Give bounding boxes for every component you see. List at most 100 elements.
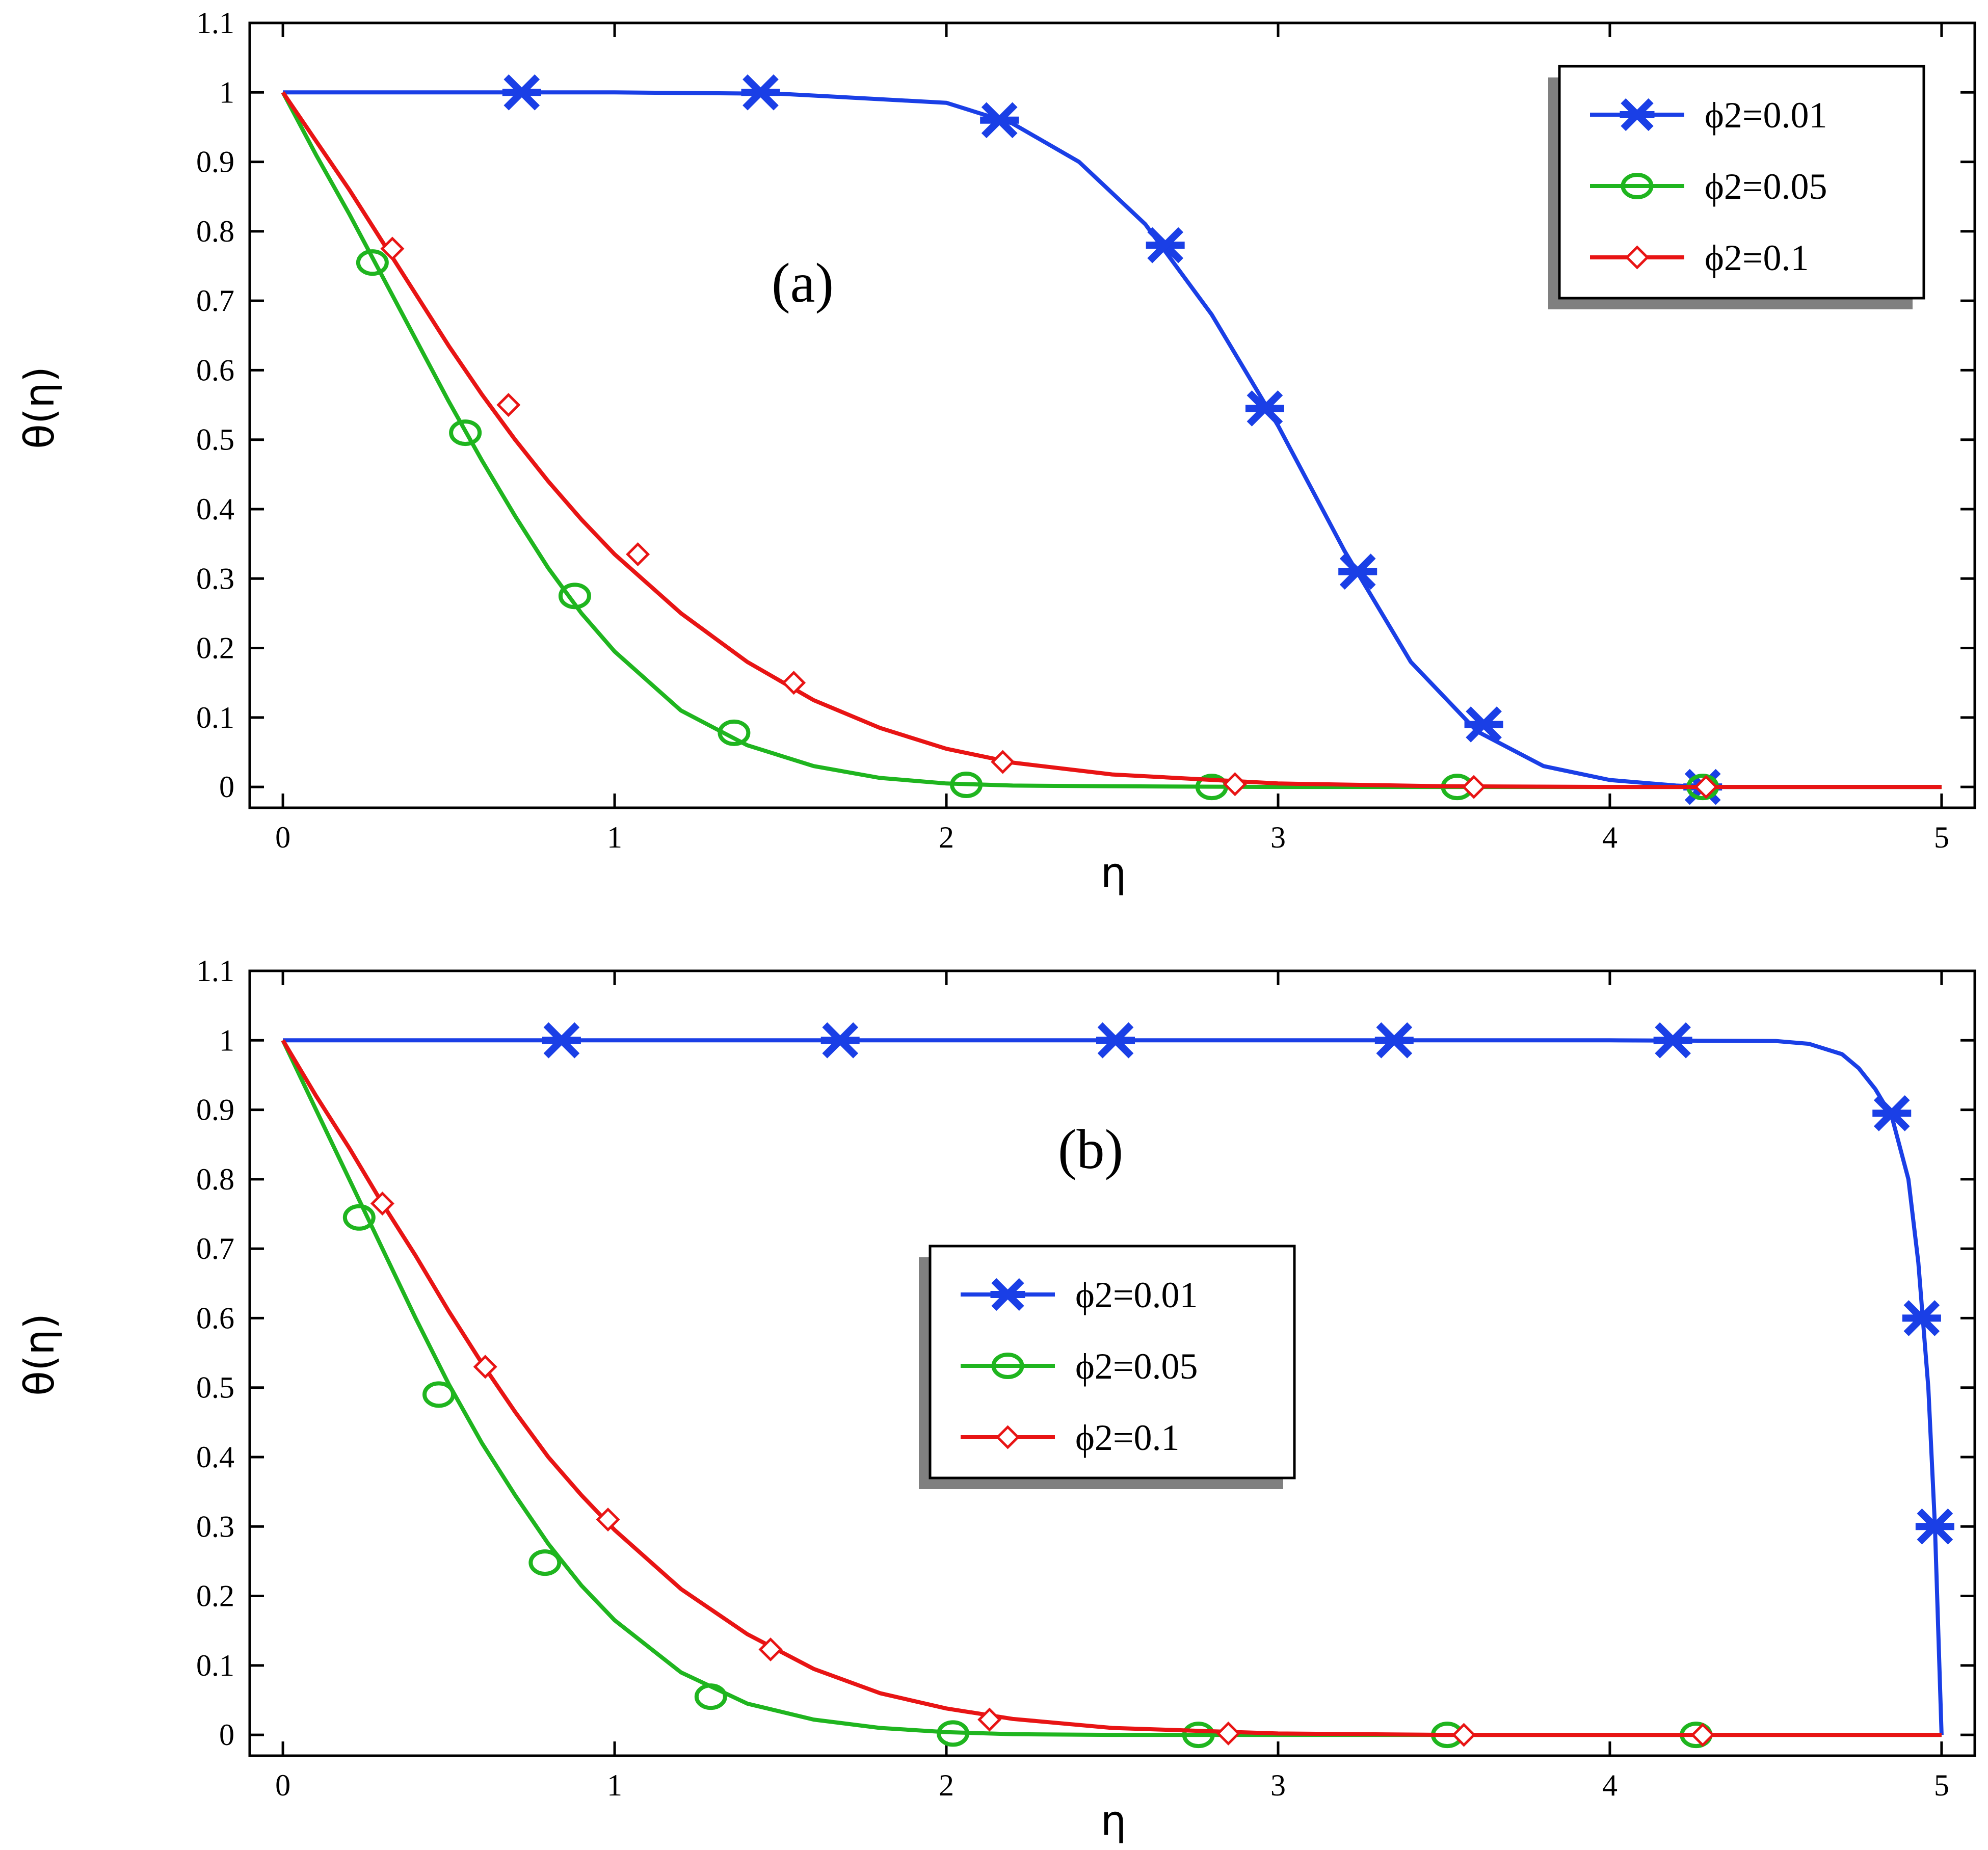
panel-label: (a): [772, 252, 834, 314]
x-tick-label: 1: [607, 821, 622, 854]
y-tick-label: 0.1: [196, 701, 234, 734]
x-tick-label: 1: [607, 1768, 622, 1802]
panel-b: θ(η) η (b) 0 1 2 3 4 5 0 0.1 0.2 0.3 0.4 0.5 0.6 0.7 0…: [16, 954, 1976, 1844]
marker-stroke: [1097, 1022, 1134, 1059]
legend-box: [1558, 65, 1925, 300]
legend-entry: ϕ2=0.1: [961, 1417, 1180, 1458]
legend-label: ϕ2=0.01: [1705, 95, 1827, 136]
marker-stroke: [981, 102, 1018, 139]
x-tick-label: 5: [1934, 1768, 1949, 1802]
legend-label: ϕ2=0.05: [1705, 166, 1827, 207]
data-point: [991, 1353, 1024, 1379]
panel-a: θ(η) η (a) 0 1 2 3 4 5 0 0.1 0.2 0.3 0.4 0.5 0.6 0.7 0…: [16, 6, 1976, 896]
series-line: [281, 1039, 1942, 1737]
plot-frame: [248, 21, 1976, 809]
legend-label: ϕ2=0.01: [1075, 1275, 1198, 1315]
series-1: [283, 1022, 1954, 1735]
x-tick-label: 4: [1602, 1768, 1618, 1802]
data-point: [380, 236, 405, 261]
marker-stroke: [1873, 1095, 1910, 1131]
data-point: [990, 1278, 1025, 1311]
legend: ϕ2=0.01 ϕ2=0.05 ϕ2=0.1: [919, 1245, 1296, 1489]
y-tick-label: 0.2: [196, 1579, 234, 1613]
marker-stroke: [1466, 706, 1502, 743]
y-tick-label: 1.1: [196, 954, 234, 988]
panel-label: (b): [1058, 1118, 1123, 1180]
marker-stroke: [743, 74, 779, 111]
data-point: [694, 1683, 727, 1710]
x-tick-label: 2: [939, 821, 954, 854]
y-tick-label: 0: [219, 770, 234, 804]
data-point: [356, 249, 389, 276]
data-point: [542, 1022, 581, 1059]
data-point: [1374, 1022, 1414, 1059]
data-point: [1096, 1022, 1135, 1059]
y-axis-title: θ(η): [16, 366, 63, 449]
legend-entry: ϕ2=0.01: [961, 1275, 1198, 1315]
data-point: [502, 74, 541, 111]
data-point: [1625, 245, 1650, 270]
data-point: [1182, 1722, 1215, 1749]
data-point: [1462, 775, 1486, 799]
plot-frame: [248, 969, 1976, 1757]
data-point: [626, 542, 650, 567]
legend-label: ϕ2=0.1: [1075, 1417, 1180, 1458]
data-point: [977, 1707, 1002, 1732]
y-tick-label: 0.7: [196, 1232, 234, 1265]
legend-label: ϕ2=0.1: [1705, 237, 1809, 278]
data-point: [596, 1508, 620, 1532]
data-point: [782, 671, 806, 695]
marker-stroke: [1247, 390, 1283, 427]
data-point: [1223, 772, 1247, 797]
series-3: [281, 91, 1942, 799]
data-point: [1464, 706, 1503, 743]
y-tick-label: 1: [219, 1023, 234, 1057]
y-tick-label: 0.3: [196, 562, 234, 595]
marker-stroke: [1917, 1508, 1953, 1545]
y-tick-label: 0.4: [196, 1440, 234, 1474]
data-point: [1245, 390, 1284, 427]
data-point: [473, 1355, 497, 1379]
data-point: [449, 419, 482, 446]
data-point: [1872, 1095, 1912, 1131]
marker-stroke: [543, 1022, 580, 1059]
y-tick-label: 1: [219, 75, 234, 109]
marker-stroke: [503, 74, 540, 111]
x-tick-label: 3: [1270, 821, 1286, 854]
y-tick-label: 0.5: [196, 423, 234, 457]
data-point: [1146, 227, 1185, 263]
y-tick-label: 0.2: [196, 631, 234, 665]
data-point: [558, 583, 591, 610]
data-point: [1451, 1723, 1476, 1747]
y-axis-title: θ(η): [16, 1313, 63, 1396]
y-tick-label: 0: [219, 1718, 234, 1752]
legend-box: [929, 1245, 1296, 1479]
legend-entry: ϕ2=0.05: [961, 1346, 1198, 1387]
x-tick-label: 0: [275, 1768, 290, 1802]
x-tick-label: 3: [1270, 1768, 1286, 1802]
x-tick-label: 2: [939, 1768, 954, 1802]
y-tick-label: 0.3: [196, 1510, 234, 1543]
series-3: [281, 1039, 1942, 1747]
legend-entry: ϕ2=0.01: [1590, 95, 1827, 136]
y-tick-label: 0.8: [196, 215, 234, 248]
y-tick-label: 0.6: [196, 1301, 234, 1335]
data-point: [741, 74, 780, 111]
legend-label: ϕ2=0.05: [1075, 1346, 1198, 1387]
data-point: [980, 102, 1019, 139]
legend-entry: ϕ2=0.05: [1590, 166, 1827, 207]
marker-stroke: [822, 1022, 859, 1059]
marker-stroke: [1147, 227, 1184, 263]
data-point: [758, 1637, 783, 1662]
marker-stroke: [1655, 1022, 1691, 1059]
data-point: [950, 772, 983, 799]
data-point: [1620, 98, 1655, 131]
marker-stroke: [1339, 553, 1376, 590]
data-point: [1621, 173, 1654, 199]
y-tick-label: 0.9: [196, 1093, 234, 1127]
x-tick-label: 0: [275, 821, 290, 854]
x-axis-title: η: [1101, 1797, 1127, 1844]
x-tick-label: 4: [1602, 821, 1618, 854]
data-point: [991, 750, 1015, 774]
